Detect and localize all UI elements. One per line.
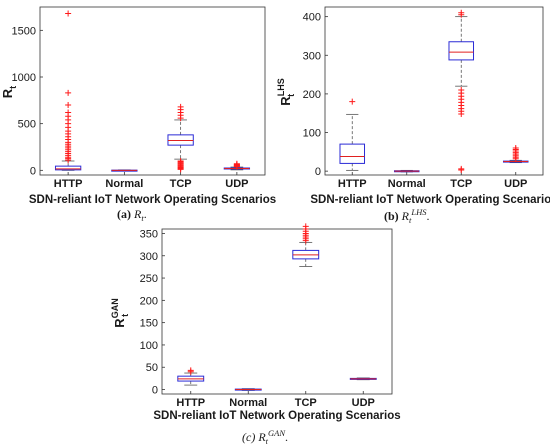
x-category-label: Normal [388, 178, 426, 190]
x-category-label: UDP [225, 178, 248, 190]
x-category-label: TCP [170, 178, 192, 190]
outlier-point [65, 109, 72, 116]
outlier-point [302, 223, 309, 230]
y-tick-label: 1500 [12, 25, 36, 37]
y-tick-label: 200 [140, 295, 158, 307]
plot-frame [324, 6, 544, 176]
y-tick-label: 200 [303, 89, 321, 101]
y-tick-label: 0 [30, 165, 36, 177]
box-iqr [448, 41, 475, 61]
y-tick-label: 250 [140, 273, 158, 285]
box-group-normal [111, 169, 138, 172]
outlier-point [187, 367, 194, 374]
x-category-label: TCP [450, 178, 472, 190]
y-tick-label: 100 [303, 128, 321, 140]
box-group-normal [393, 169, 420, 173]
caption-end: . [426, 209, 430, 223]
y-tick-label: 400 [303, 12, 321, 24]
boxplot-chart-a: 0 500 1000 1500 HTTP Normal TCP UDP SDN-reliant … [0, 6, 276, 206]
caption-subscript: t [141, 213, 144, 223]
x-category-label: HTTP [176, 397, 205, 409]
outlier-point [458, 87, 465, 94]
box-group-http [339, 98, 366, 171]
y-axis-label: Rt [0, 86, 18, 98]
outlier-point [233, 160, 240, 167]
box-iqr [54, 165, 82, 171]
plot-frame [39, 6, 266, 176]
box-group-tcp [448, 9, 475, 173]
caption-superscript: LHS [411, 207, 427, 217]
x-axis-label: SDN-reliant IoT Network Operating Scenar… [153, 410, 400, 422]
x-category-label: TCP [295, 397, 317, 409]
y-tick-label: 300 [140, 251, 158, 263]
y-tick-label: 300 [303, 50, 321, 62]
caption-symbol: R [134, 207, 142, 221]
x-category-label: HTTP [338, 178, 367, 190]
box-group-http [177, 367, 205, 386]
outlier-point [349, 98, 356, 105]
x-axis-label: SDN-reliant IoT Network Operating Scenar… [29, 194, 276, 206]
outlier-point [458, 165, 465, 172]
y-axis-label: RGANt [110, 298, 130, 327]
caption-tag: (c) [242, 430, 256, 444]
outlier-point [177, 103, 184, 110]
caption-b: (b) RtLHS. [384, 207, 430, 225]
box-iqr [339, 143, 366, 164]
y-axis-label: RLHSt [276, 78, 296, 105]
x-category-label: Normal [105, 178, 143, 190]
outlier-point [458, 9, 465, 16]
caption-subscript: t [409, 215, 412, 225]
x-category-label: HTTP [54, 178, 83, 190]
caption-end: . [143, 207, 147, 221]
y-tick-label: 1000 [12, 72, 36, 84]
y-tick-label: 350 [140, 228, 158, 240]
box-group-tcp [292, 223, 320, 267]
boxplot-chart-b: 0 100 200 300 400 HTTP Normal TCP UDP SDN-reliant… [276, 6, 550, 206]
y-tick-label: 500 [18, 119, 36, 131]
caption-c: (c) RtGAN. [242, 428, 288, 446]
outlier-point [512, 144, 519, 151]
box-group-normal [234, 388, 262, 391]
box-group-http [54, 10, 82, 171]
y-tick-label: 0 [152, 385, 158, 397]
outlier-point [65, 89, 72, 96]
plot-frame [161, 228, 393, 395]
outlier-point [65, 102, 72, 108]
caption-symbol: R [258, 430, 266, 444]
x-category-label: UDP [352, 397, 375, 409]
caption-subscript: t [265, 436, 269, 446]
box-group-tcp [167, 103, 194, 173]
caption-superscript: GAN [268, 428, 286, 438]
caption-symbol: R [401, 209, 410, 223]
box-group-udp [223, 160, 251, 171]
x-axis-label: SDN-reliant IoT Network Operating Scenar… [310, 194, 550, 206]
x-category-label: UDP [504, 178, 527, 190]
caption-a: (a) Rt. [117, 207, 147, 223]
outlier-point [177, 158, 184, 164]
caption-end: . [285, 430, 289, 444]
box-group-udp [349, 377, 377, 381]
y-tick-label: 0 [315, 166, 321, 178]
y-tick-label: 100 [140, 340, 158, 352]
y-tick-label: 50 [146, 362, 158, 374]
caption-tag: (a) [117, 207, 131, 221]
y-tick-label: 150 [140, 318, 158, 330]
outlier-point [65, 10, 72, 17]
caption-tag: (b) [384, 209, 399, 223]
box-group-udp [502, 144, 529, 164]
x-category-label: Normal [229, 397, 267, 409]
